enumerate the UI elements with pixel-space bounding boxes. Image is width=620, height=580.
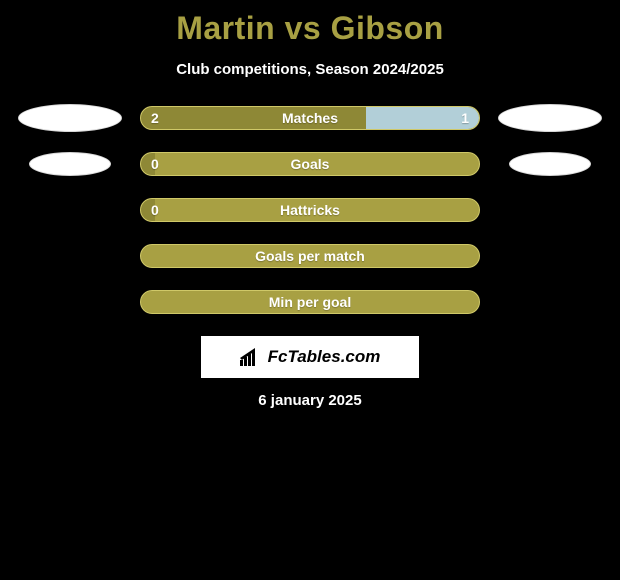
bar-label: Matches [282,110,338,126]
bar-value-left: 2 [151,110,159,126]
bar-value-left: 0 [151,156,159,172]
right-player-cell [480,104,620,132]
stat-bar: Min per goal [140,290,480,314]
comparison-row: Goals per match [0,244,620,268]
subtitle: Club competitions, Season 2024/2025 [0,61,620,78]
stat-bar: Goals per match [140,244,480,268]
brand-text: FcTables.com [240,347,381,367]
player-ellipse-icon [498,104,602,132]
right-player-cell [480,152,620,176]
bar-chart-icon [240,348,262,366]
bar-label: Min per goal [269,294,351,310]
bar-label: Goals per match [255,248,365,264]
left-player-cell [0,104,140,132]
infographic-container: Martin vs Gibson Club competitions, Seas… [0,0,620,580]
comparison-row: 0 Goals [0,152,620,176]
brand-box: FcTables.com [201,336,419,378]
brand-label: FcTables.com [268,347,381,367]
bar-value-right: 1 [461,110,469,126]
bar-label: Hattricks [280,202,340,218]
player-ellipse-icon [29,152,111,176]
stat-bar: 0 Hattricks [140,198,480,222]
page-title: Martin vs Gibson [0,10,620,47]
stat-bar: 2 1 Matches [140,106,480,130]
comparison-row: 2 1 Matches [0,106,620,130]
player-ellipse-icon [509,152,591,176]
date: 6 january 2025 [0,392,620,409]
bar-value-left: 0 [151,202,159,218]
bar-label: Goals [291,156,330,172]
comparison-rows: 2 1 Matches 0 Goals 0 Hattricks Goals per match… [0,106,620,314]
left-player-cell [0,152,140,176]
stat-bar: 0 Goals [140,152,480,176]
comparison-row: Min per goal [0,290,620,314]
player-ellipse-icon [18,104,122,132]
comparison-row: 0 Hattricks [0,198,620,222]
